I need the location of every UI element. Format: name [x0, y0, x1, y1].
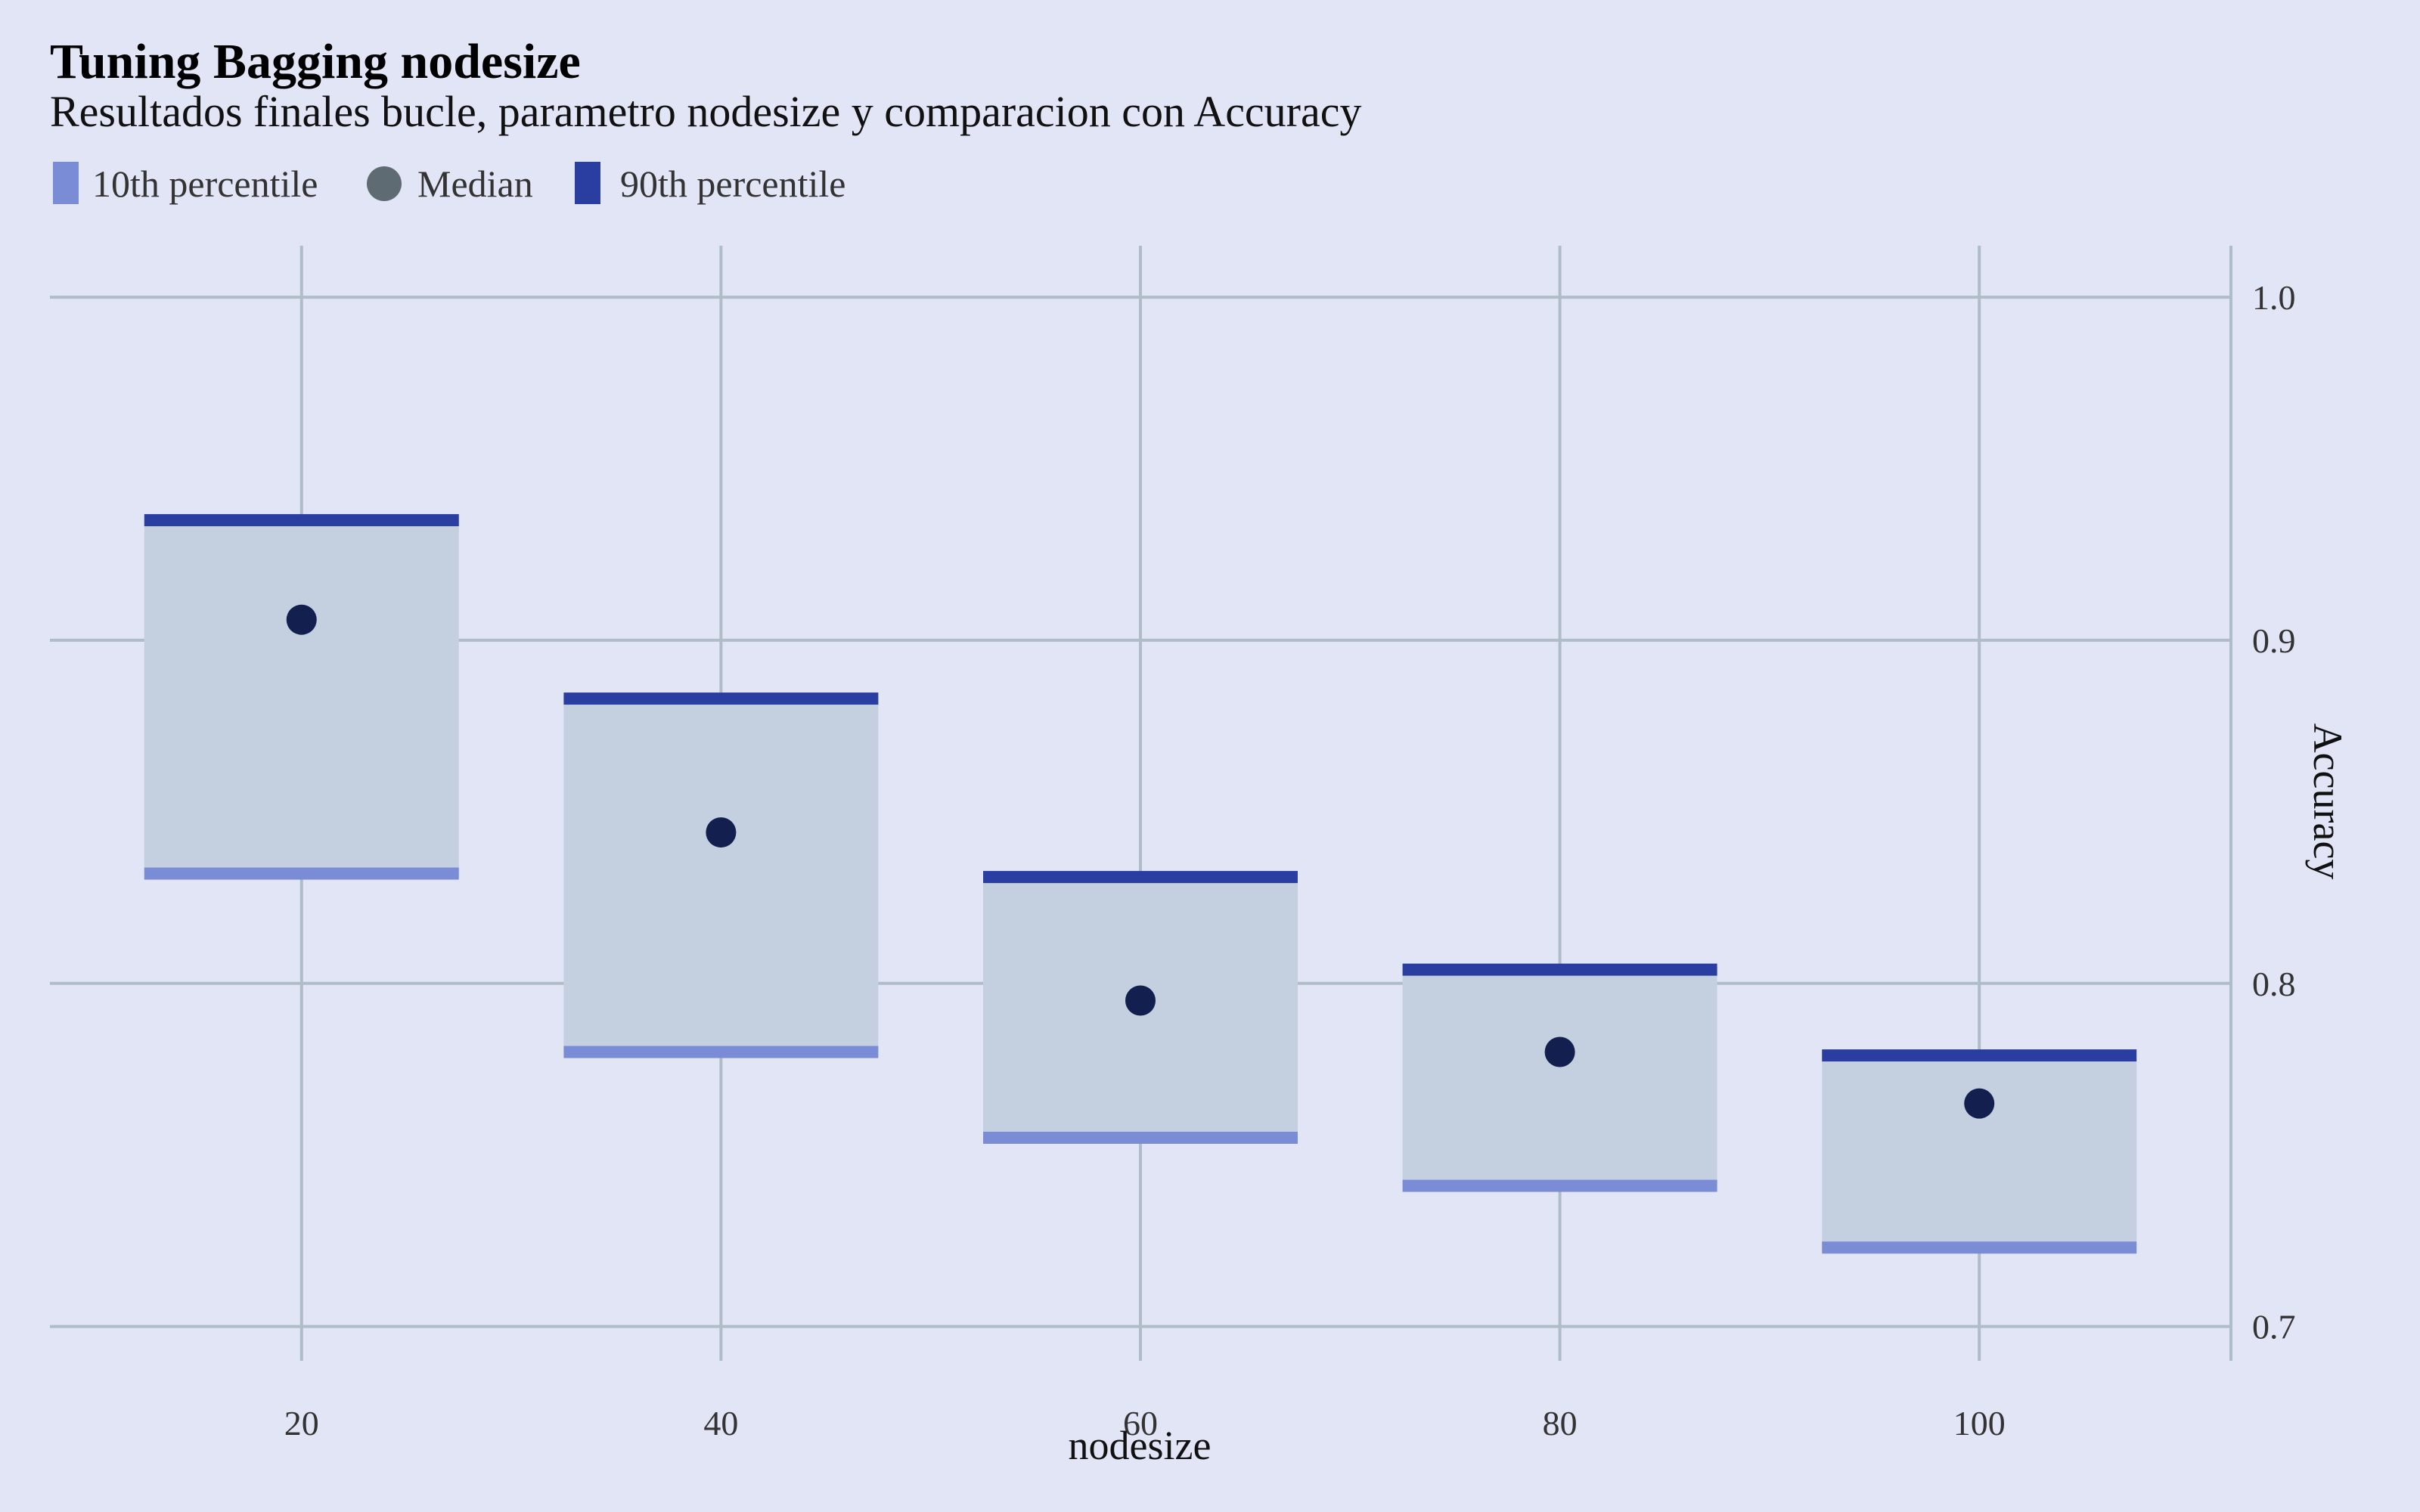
range-box	[1822, 1055, 2137, 1248]
range-box	[144, 520, 459, 874]
p10-bar	[983, 1132, 1298, 1144]
x-tick-label: 80	[1543, 1404, 1578, 1442]
p90-bar	[1822, 1049, 2137, 1062]
legend-label-p90: 90th percentile	[620, 163, 846, 205]
p10-bar	[563, 1046, 879, 1058]
median-point	[286, 604, 317, 635]
chart-subtitle: Resultados finales bucle, parametro node…	[50, 87, 1361, 136]
legend-label-median: Median	[417, 163, 533, 205]
median-point	[706, 817, 737, 848]
legend-swatch-p10	[53, 162, 79, 204]
chart-title: Tuning Bagging nodesize	[50, 34, 581, 89]
legend-swatch-median	[367, 166, 402, 201]
range-box	[563, 699, 879, 1052]
p10-bar	[1402, 1179, 1717, 1192]
axes: 0.7 0.8 0.9 1.0 20 40 60 80 100	[284, 246, 2296, 1442]
p90-bar	[1402, 963, 1717, 976]
x-tick-label: 20	[284, 1404, 319, 1442]
p10-bar	[1822, 1241, 2137, 1254]
p10-bar	[144, 867, 459, 880]
legend-label-p10: 10th percentile	[92, 163, 318, 205]
median-point	[1125, 985, 1156, 1016]
y-tick-label: 0.9	[2252, 621, 2296, 660]
range-box	[1402, 969, 1717, 1186]
median-point	[1964, 1088, 1995, 1119]
y-tick-label: 0.7	[2252, 1308, 2296, 1346]
legend: 10th percentile Median 90th percentile	[53, 162, 846, 205]
plot-marks	[144, 514, 2137, 1254]
median-point	[1544, 1036, 1575, 1067]
p90-bar	[144, 514, 459, 527]
p90-bar	[983, 871, 1298, 884]
x-axis-title: nodesize	[1069, 1423, 1212, 1468]
x-tick-label: 60	[1123, 1404, 1158, 1442]
p90-bar	[563, 692, 879, 705]
y-tick-label: 1.0	[2252, 278, 2296, 317]
y-tick-label: 0.8	[2252, 965, 2296, 1003]
y-axis-title: Accuracy	[2305, 723, 2350, 880]
legend-swatch-p90	[575, 162, 600, 204]
x-tick-label: 100	[1953, 1404, 2006, 1442]
x-tick-label: 40	[703, 1404, 738, 1442]
